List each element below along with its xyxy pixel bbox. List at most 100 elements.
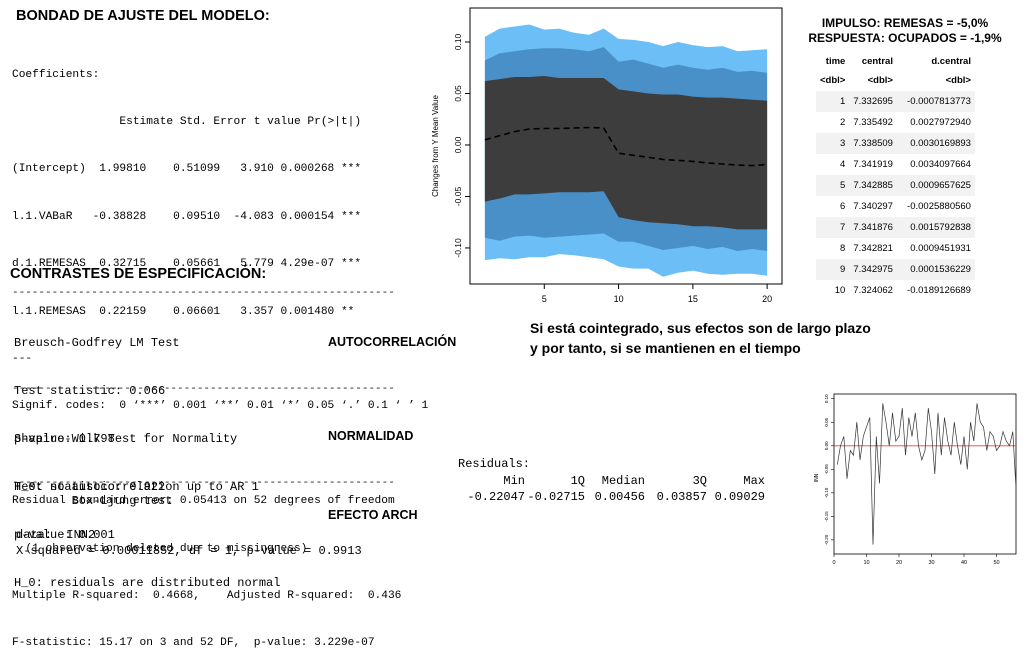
cell-time: 9 <box>816 259 850 280</box>
autocorrelation-label: AUTOCORRELACIÓN <box>328 335 457 349</box>
irf-table: time central d.central <dbl> <dbl> <dbl>… <box>816 54 975 301</box>
cell-time: 3 <box>816 133 850 154</box>
cell-dcentral: 0.0015792838 <box>896 217 975 238</box>
sw-hypothesis: H_0: residuals are distributed normal <box>14 576 281 590</box>
model-fit-title: BONDAD DE AJUSTE DEL MODELO: <box>16 8 270 24</box>
res-x-tick-label: 0 <box>832 560 835 566</box>
res-x-tick-label: 10 <box>863 560 869 566</box>
residual-value: 0.03857 <box>656 490 707 504</box>
table-row: 6 7.340297 -0.0025880560 <box>816 196 975 217</box>
spec-tests-title: CONTRASTES DE ESPECIFICACIÓN: <box>10 266 267 282</box>
table-row: 2 7.335492 0.0027972940 <box>816 112 975 133</box>
cell-central: 7.332695 <box>849 91 897 112</box>
sw-pvalue: p-value: 0.001 <box>14 528 115 542</box>
irf-x-tick-label: 20 <box>762 294 772 304</box>
col-header-central: central <box>861 56 893 67</box>
res-x-tick-label: 20 <box>896 560 902 566</box>
box-ljung-stat: X-squared = 0.00011852, df = 1, p-value … <box>16 544 362 558</box>
residual-plot: 0.10 0.05 0.00 -0.05 -0.10 -0.15 -0.20 0 10 20 30 4… <box>810 388 1020 570</box>
residual-header: Min <box>503 474 525 488</box>
irf-y-tick-label: 0.05 <box>453 85 463 102</box>
res-x-tick-label: 30 <box>928 560 934 566</box>
cell-time: 2 <box>840 117 846 128</box>
col-type: <dbl> <box>867 74 893 86</box>
dash-separator: ----------------------------------------… <box>12 477 395 489</box>
normality-label: NORMALIDAD <box>328 429 414 443</box>
residual-plot-frame <box>833 393 1017 555</box>
impulse-line: IMPULSO: REMESAS = -5,0% <box>821 16 989 30</box>
col-header-dcentral: d.central <box>931 56 971 67</box>
breusch-godfrey-test: Breusch-Godfrey LM Test Test statistic: … <box>14 303 259 511</box>
cell-dcentral: -0.0025880560 <box>907 201 971 212</box>
cell-time: 4 <box>840 159 846 170</box>
sw-title: Shapiro-Wilk Test for Normality <box>14 432 238 446</box>
irf-x-tick-label: 15 <box>688 294 698 304</box>
irf-chart: 0.10 0.05 0.00 -0.05 -0.10 5 10 15 20 Changes f… <box>431 7 783 304</box>
res-y-tick-label: 0.10 <box>824 394 829 403</box>
residual-value: 0.09029 <box>714 490 765 504</box>
res-y-tick-label: -0.10 <box>824 487 829 498</box>
cell-dcentral: 0.0001536229 <box>896 259 975 280</box>
cell-time: 8 <box>840 243 846 254</box>
irf-central-line <box>484 126 768 167</box>
bg-hypothesis: H_0: no autocorrelation up to AR 1 <box>14 480 259 494</box>
irf-y-axis-label: Changes from Y Mean Value <box>431 95 440 197</box>
coefficients-label: Coefficients: <box>12 68 100 81</box>
table-row: 3 7.338509 0.0030169893 <box>816 133 975 154</box>
cell-central: 7.335492 <box>853 117 893 128</box>
irf-plot-frame <box>469 7 783 285</box>
cell-time: 5 <box>816 175 850 196</box>
cell-time: 7 <box>816 217 850 238</box>
signif-codes: Signif. codes: 0 ‘***’ 0.001 ‘**’ 0.01 ‘… <box>12 400 429 413</box>
residual-se: Residual standard error: 0.05413 on 52 d… <box>12 495 395 508</box>
col-type: <dbl> <box>820 74 846 86</box>
cell-central: 7.342821 <box>853 243 893 254</box>
table-row: 4 7.341919 0.0034097664 <box>816 154 975 175</box>
note-line: Si está cointegrado, sus efectos son de … <box>530 320 871 336</box>
res-series-line <box>836 403 1017 545</box>
coefficient-row: d.1.REMESAS 0.32715 0.05661 5.779 4.29e-… <box>12 258 362 271</box>
cell-dcentral: 0.0009451931 <box>910 243 971 254</box>
irf-y-tick-label: -0.05 <box>453 187 463 207</box>
res-y-tick-label: -0.20 <box>824 534 829 545</box>
box-ljung-data: data: INN2 <box>16 528 96 542</box>
cell-central: 7.341919 <box>853 159 893 170</box>
residuals-title: Residuals: <box>458 457 531 471</box>
missing-note: (1 observation deleted due to missingnes… <box>12 542 308 555</box>
irf-inner-band <box>484 76 768 230</box>
bg-title: Breusch-Godfrey LM Test <box>14 336 180 350</box>
cointegration-note: Si está cointegrado, sus efectos son de … <box>530 318 871 358</box>
res-x-tick-label: 50 <box>993 560 999 566</box>
dash-separator: ----------------------------------------… <box>12 383 395 395</box>
residual-header: Max <box>743 474 765 488</box>
table-row: 10 7.324062 -0.0189126689 <box>816 280 975 301</box>
cell-time: 10 <box>834 285 846 296</box>
coefficient-row: (Intercept) 1.99810 0.51099 3.910 0.0002… <box>12 163 362 176</box>
cell-dcentral: 0.0027972940 <box>910 117 971 128</box>
table-row: 8 7.342821 0.0009451931 <box>816 238 975 259</box>
irf-x-tick-label: 5 <box>542 294 547 304</box>
residual-value: 0.00456 <box>594 490 645 504</box>
table-row: 1 7.332695 -0.0007813773 <box>816 91 975 112</box>
table-row: 5 7.342885 0.0009657625 <box>816 175 975 196</box>
irf-table-title: IMPULSO: REMESAS = -5,0% RESPUESTA: OCUP… <box>790 16 1020 46</box>
irf-x-tick-label: 10 <box>614 294 624 304</box>
sw-statistic: Test statistic: 0.922 <box>14 480 166 494</box>
residual-header: Median <box>601 474 645 488</box>
col-type: <dbl> <box>945 74 971 86</box>
irf-y-tick-label: -0.10 <box>453 238 463 258</box>
table-row: 7 7.341876 0.0015792838 <box>816 217 975 238</box>
table-row: 9 7.342975 0.0001536229 <box>816 259 975 280</box>
irf-y-tick-label: 0.10 <box>453 33 463 50</box>
coefficient-row: l.1.VABaR -0.38828 0.09510 -4.083 0.0001… <box>12 210 362 223</box>
coefficient-row: l.1.REMESAS 0.22159 0.06601 3.357 0.0014… <box>12 305 355 318</box>
dash-separator: ----------------------------------------… <box>12 287 395 299</box>
residual-header: 3Q <box>692 474 707 488</box>
cell-time: 1 <box>816 91 850 112</box>
arch-effect-label: EFECTO ARCH <box>328 508 418 522</box>
response-line: RESPUESTA: OCUPADOS = -1,9% <box>808 31 1002 45</box>
bg-statistic: Test statistic: 0.066 <box>14 384 166 398</box>
irf-y-tick-label: 0.00 <box>453 136 463 153</box>
res-y-tick-label: 0.00 <box>824 441 829 450</box>
residual-value: -0.22047 <box>467 490 525 504</box>
